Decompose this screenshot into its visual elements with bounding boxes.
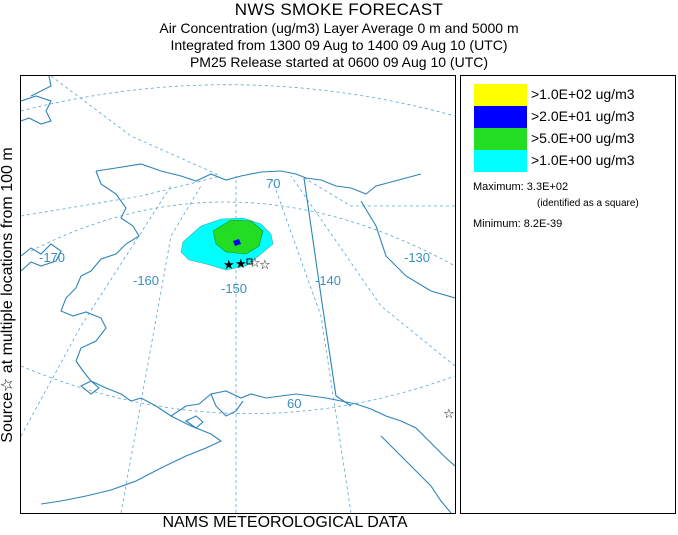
parallel-line bbox=[30, 201, 455, 267]
legend-panel: >1.0E+02 ug/m3 >2.0E+01 ug/m3 >5.0E+00 u… bbox=[460, 75, 676, 514]
coast-mackenzie bbox=[360, 200, 455, 299]
maximum-stat: Maximum: 3.3E+02 bbox=[473, 181, 568, 193]
map-panel: ★ ★ ☆ ☆ ☆ -170 -160 -150 -140 -130 70 60 bbox=[20, 75, 456, 514]
lon-label: -150 bbox=[221, 281, 247, 296]
graticule bbox=[21, 76, 455, 513]
lat-label: 60 bbox=[287, 396, 301, 411]
legend-label: >1.0E+02 ug/m3 bbox=[531, 86, 635, 102]
legend-label: >1.0E+00 ug/m3 bbox=[531, 152, 635, 168]
meridian-line bbox=[21, 175, 222, 217]
coast-nunivak bbox=[79, 380, 100, 395]
meridian-line bbox=[290, 175, 455, 367]
parallel-line bbox=[21, 365, 455, 415]
alaska-map: ★ ★ ☆ ☆ ☆ -170 -160 -150 -140 -130 70 60 bbox=[21, 76, 455, 513]
subtitle-concentration: Air Concentration (ug/m3) Layer Average … bbox=[159, 20, 519, 36]
minimum-label: Minimum: bbox=[473, 218, 521, 230]
legend-swatch bbox=[474, 84, 527, 106]
coast-wrangel bbox=[30, 76, 52, 97]
meridian-line bbox=[120, 185, 202, 513]
coast-west-alaska bbox=[60, 170, 142, 402]
maximum-note: (identified as a square) bbox=[537, 198, 639, 209]
legend-label: >2.0E+01 ug/m3 bbox=[531, 108, 635, 124]
source-side-label: Source☆ at multiple locations from 100 m bbox=[0, 147, 16, 443]
source-star-icon: ☆ bbox=[249, 256, 261, 271]
lon-label: -130 bbox=[404, 250, 430, 265]
coast-gulf-alaska bbox=[170, 390, 455, 467]
lon-label: -170 bbox=[39, 250, 65, 265]
minimum-value: 8.2E-39 bbox=[523, 218, 563, 230]
coast-kodiak bbox=[184, 415, 204, 429]
smoke-plume bbox=[180, 217, 274, 271]
legend-swatch bbox=[474, 128, 527, 150]
coast-chukotka bbox=[21, 95, 52, 125]
coast-arctic bbox=[95, 163, 422, 195]
lon-label: -160 bbox=[133, 273, 159, 288]
plume-level-2 bbox=[212, 219, 264, 255]
plume-level-3 bbox=[233, 239, 241, 246]
meridian-line bbox=[50, 76, 222, 177]
maximum-square-icon bbox=[246, 258, 253, 265]
subtitle-integration: Integrated from 1300 09 Aug to 1400 09 A… bbox=[170, 37, 508, 53]
legend-label: >5.0E+00 ug/m3 bbox=[531, 130, 635, 146]
maximum-label: Maximum: bbox=[473, 181, 524, 193]
border-line bbox=[303, 177, 352, 407]
subtitle-release: PM25 Release started at 0600 09 Aug 10 (… bbox=[189, 54, 489, 70]
lon-label: -140 bbox=[315, 273, 341, 288]
coastline bbox=[21, 76, 455, 513]
coast-aleutians bbox=[40, 397, 223, 505]
coast-kenai bbox=[210, 393, 244, 417]
source-markers: ★ ★ ☆ ☆ ☆ bbox=[223, 256, 455, 422]
meridian-line bbox=[270, 175, 352, 513]
legend-swatch bbox=[474, 106, 527, 128]
legend-swatch bbox=[474, 150, 527, 172]
map-title: NWS SMOKE FORECAST bbox=[234, 0, 444, 19]
meridian-line bbox=[21, 185, 172, 437]
meridian-line bbox=[300, 175, 455, 207]
source-star-icon: ☆ bbox=[443, 407, 455, 422]
coast-east-siberia bbox=[21, 243, 62, 272]
minimum-stat: Minimum: 8.2E-39 bbox=[473, 218, 562, 230]
lat-label: 70 bbox=[266, 176, 280, 191]
source-star-icon: ☆ bbox=[259, 258, 271, 273]
coast-panhandle bbox=[380, 435, 452, 513]
source-star-icon: ★ bbox=[223, 258, 235, 273]
maximum-value: 3.3E+02 bbox=[526, 181, 569, 193]
source-star-icon: ★ bbox=[235, 257, 247, 272]
parallel-line bbox=[21, 84, 455, 117]
met-data-footer: NAMS METEOROLOGICAL DATA bbox=[162, 514, 408, 531]
